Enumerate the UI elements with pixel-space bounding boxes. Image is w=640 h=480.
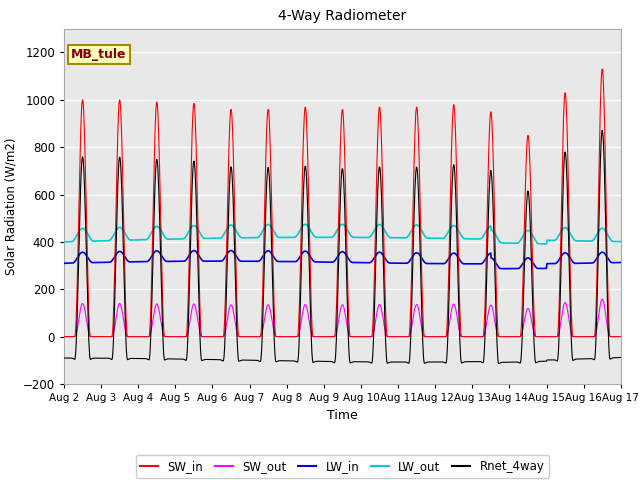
LW_out (246, 235, 254, 240)
Rnet_4way (551, 357, 559, 363)
SW_out (502, 334, 509, 339)
Line: SW_out: SW_out (64, 299, 621, 336)
LW_in (617, 260, 625, 265)
Y-axis label: Solar Radiation (W/m2): Solar Radiation (W/m2) (4, 138, 17, 275)
Rnet_4way (60, 355, 68, 361)
LW_out (301, 221, 309, 227)
Rnet_4way (429, 359, 436, 365)
SW_out (170, 334, 178, 339)
LW_in (246, 258, 254, 264)
LW_in (184, 255, 191, 261)
LW_out (170, 236, 178, 242)
Rnet_4way (246, 357, 254, 363)
LW_out (617, 239, 625, 244)
Text: MB_tule: MB_tule (71, 48, 127, 61)
LW_out (543, 241, 550, 247)
Rnet_4way (502, 360, 509, 365)
SW_in (502, 334, 509, 339)
SW_out (60, 334, 68, 339)
Rnet_4way (170, 356, 178, 362)
LW_out (552, 237, 559, 243)
LW_out (429, 235, 437, 241)
LW_out (60, 239, 68, 245)
SW_out (551, 334, 559, 339)
Rnet_4way (598, 128, 606, 133)
SW_in (429, 334, 436, 339)
SW_in (551, 334, 559, 339)
SW_in (246, 334, 254, 339)
LW_in (502, 266, 510, 272)
Rnet_4way (184, 336, 191, 341)
Legend: SW_in, SW_out, LW_in, LW_out, Rnet_4way: SW_in, SW_out, LW_in, LW_out, Rnet_4way (136, 455, 549, 478)
LW_in (552, 261, 559, 266)
SW_in (170, 334, 178, 339)
LW_out (184, 230, 191, 236)
LW_in (60, 261, 68, 266)
Title: 4-Way Radiometer: 4-Way Radiometer (278, 10, 406, 24)
SW_out (246, 334, 254, 339)
Line: LW_in: LW_in (64, 251, 621, 269)
Line: Rnet_4way: Rnet_4way (64, 131, 621, 363)
LW_in (429, 261, 437, 266)
Rnet_4way (617, 355, 625, 360)
LW_out (502, 240, 509, 246)
SW_out (598, 296, 606, 302)
SW_out (429, 334, 436, 339)
X-axis label: Time: Time (327, 408, 358, 421)
SW_in (184, 308, 191, 313)
LW_in (170, 258, 178, 264)
LW_in (497, 266, 505, 272)
Line: SW_in: SW_in (64, 69, 621, 336)
SW_in (60, 334, 68, 339)
SW_out (617, 334, 625, 339)
Line: LW_out: LW_out (64, 224, 621, 244)
Rnet_4way (495, 360, 503, 366)
LW_in (227, 248, 235, 253)
SW_out (184, 330, 191, 336)
SW_in (598, 66, 606, 72)
SW_in (617, 334, 625, 339)
